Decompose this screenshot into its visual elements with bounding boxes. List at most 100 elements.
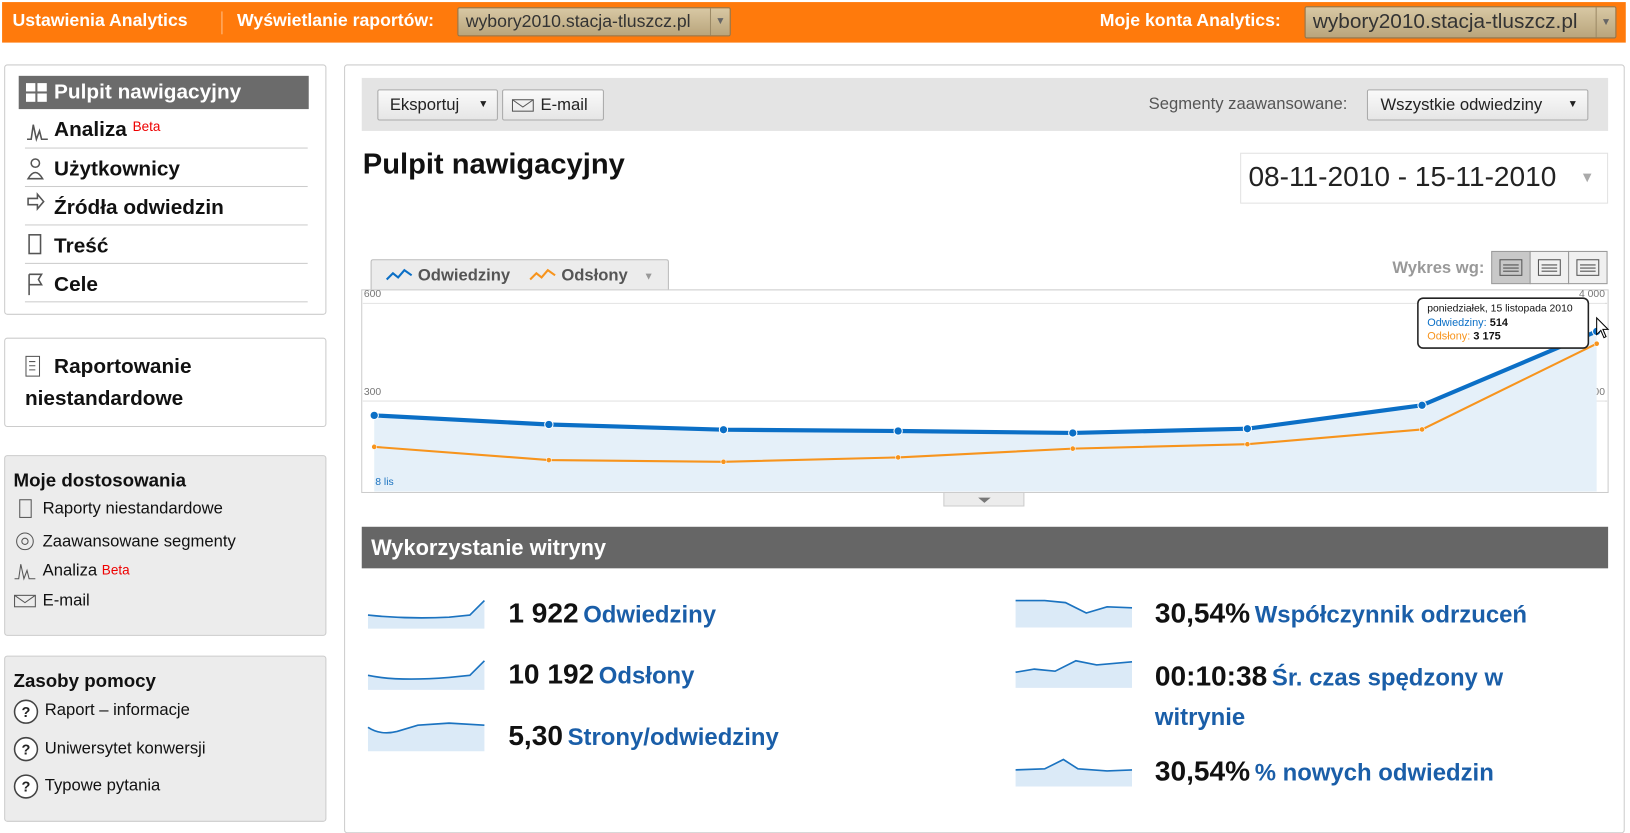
data-point [893, 426, 903, 436]
date-picker[interactable]: 08-11-2010 - 15-11-2010 ▼ [1240, 152, 1609, 204]
separator [24, 262, 308, 264]
report-select[interactable]: wybory2010.stacja-tluszcz.pl ▼ [457, 7, 731, 37]
segment-value: Wszystkie odwiedziny [1380, 96, 1543, 115]
metric-link[interactable]: Współczynnik odrzuceń [1254, 600, 1528, 628]
data-point [369, 410, 379, 421]
section-header: Wykorzystanie witryny [361, 526, 1609, 569]
nav-item[interactable]: Pulpit nawigacyjny [54, 81, 242, 104]
legend-label[interactable]: Odwiedziny [418, 266, 511, 285]
link[interactable]: Uniwersytet konwersji [44, 739, 206, 758]
data-point [371, 444, 378, 450]
beta-badge: Beta [132, 118, 161, 135]
data-point [1417, 400, 1427, 410]
legend: Odwiedziny Odsłony [385, 266, 629, 285]
link[interactable]: Raport – informacje [44, 701, 190, 719]
section-title: Wykorzystanie witryny [371, 536, 607, 561]
dashboard-icon [25, 83, 47, 102]
link[interactable]: Typowe pytania [44, 777, 161, 795]
y-tick-label: 600 [364, 289, 382, 300]
metric: 30,54% Współczynnik odrzuceń [1155, 597, 1527, 629]
metric-link[interactable]: Odsłony [598, 661, 695, 689]
nav-selected[interactable] [18, 75, 309, 110]
data-point [1593, 340, 1600, 347]
nav-item[interactable]: Analiza Beta [54, 118, 160, 142]
separator [24, 301, 308, 303]
view-icon [1576, 259, 1600, 276]
tooltip-value: 3 175 [1473, 331, 1500, 343]
nav-label: Analiza [54, 118, 127, 142]
link[interactable]: Zaawansowane segmenty [42, 533, 236, 551]
reports-label: Wyświetlanie raportów: [237, 10, 435, 31]
view-icon [1537, 259, 1561, 276]
tooltip [1417, 297, 1590, 349]
metric-link[interactable]: Odwiedziny [583, 600, 717, 628]
metric-value: 00:10:38 [1154, 660, 1268, 692]
section-title: Zasoby pomocy [13, 670, 156, 691]
data-point [720, 458, 727, 465]
view-icon [1499, 259, 1523, 276]
link[interactable]: Raporty niestandardowe [42, 499, 223, 518]
data-point [1419, 426, 1425, 433]
settings-link[interactable]: Ustawienia Analytics [12, 10, 188, 31]
nav-item[interactable]: Treść [54, 234, 109, 258]
metric-value: 30,54% [1154, 597, 1251, 629]
report-icon [25, 355, 41, 377]
button-label: E-mail [540, 96, 588, 115]
custom-reports-link[interactable]: Raportowanie [54, 355, 192, 379]
data-point [1068, 428, 1078, 438]
data-point [545, 457, 552, 463]
metric: 00:10:38 Śr. czas spędzony w witrynie [1155, 659, 1592, 739]
data-point [718, 425, 729, 435]
tooltip-label: Odsłony: [1427, 331, 1470, 343]
sparklines [1015, 599, 1133, 787]
nav-item[interactable]: Użytkownicy [54, 157, 180, 181]
mail-icon [511, 99, 534, 112]
separator [221, 11, 223, 35]
custom-panel [4, 337, 327, 428]
metric-link[interactable]: Śr. czas spędzony w witrynie [1154, 663, 1504, 731]
link[interactable]: E-mail [42, 592, 90, 610]
legend-label[interactable]: Odsłony [561, 266, 628, 285]
metric-value: 10 192 [508, 658, 595, 690]
metric-link[interactable]: % nowych odwiedzin [1254, 758, 1494, 786]
account-select[interactable]: wybory2010.stacja-tluszcz.pl ▼ [1304, 6, 1617, 39]
segments-label: Segmenty zaawansowane: [1148, 95, 1348, 114]
beta-badge: Beta [101, 562, 130, 578]
page-title: Pulpit nawigacyjny [362, 147, 625, 180]
accounts-label: Moje konta Analytics: [1099, 10, 1281, 31]
separator [24, 185, 308, 188]
dropdown-arrow: ▼ [644, 271, 654, 282]
tooltip-title: poniedziałek, 15 listopada 2010 [1427, 304, 1573, 315]
segment-select[interactable]: Wszystkie odwiedziny ▼ [1366, 89, 1589, 121]
svg-text:?: ? [22, 742, 31, 758]
metric-link[interactable]: Strony/odwiedziny [567, 723, 779, 751]
chart-by-label: Wykres wg: [1392, 258, 1484, 277]
data-point [1069, 445, 1076, 452]
x-tick-label: 8 lis [375, 477, 393, 488]
svg-text:?: ? [22, 780, 31, 796]
link[interactable]: Analiza Beta [43, 562, 130, 581]
nav-icons [26, 124, 48, 296]
metric-value: 30,54% [1154, 755, 1251, 787]
export-button[interactable]: Eksportuj ▼ [377, 89, 498, 121]
metric-value: 5,30 [508, 720, 563, 752]
series-line [374, 329, 1598, 436]
cursor [1596, 316, 1610, 339]
email-button[interactable]: E-mail [502, 89, 604, 121]
link-label: Analiza [42, 562, 98, 580]
metric-value: 1 922 [508, 597, 579, 629]
tooltip-line: Odsłony: 3 175 [1427, 331, 1500, 343]
nav-item[interactable]: Źródła odwiedzin [54, 196, 224, 220]
svg-text:?: ? [22, 705, 31, 721]
help-panel [4, 655, 327, 822]
nav-item[interactable]: Cele [54, 273, 98, 297]
data-point [544, 419, 554, 430]
separator [24, 224, 308, 226]
legend-icon [529, 268, 556, 281]
tooltip-line: Odwiedziny: 514 [1427, 317, 1508, 329]
metric: 5,30 Strony/odwiedziny [508, 720, 778, 752]
view-icon [1580, 264, 1596, 272]
custom-reports-link[interactable]: niestandardowe [24, 387, 184, 411]
nav-panel [4, 64, 327, 315]
